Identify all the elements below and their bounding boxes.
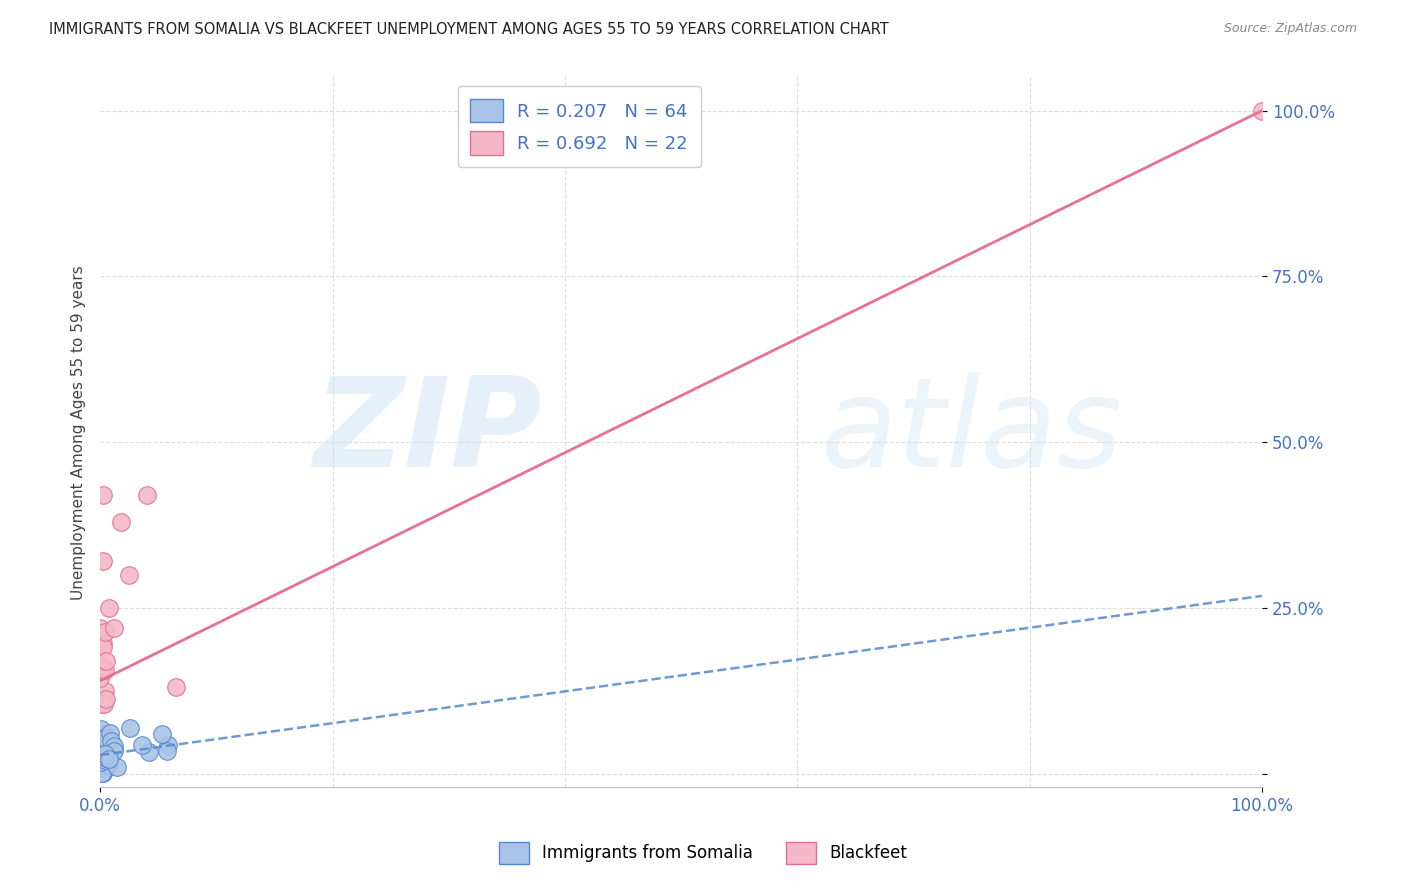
Point [138,746,160,760]
Text: Source: ZipAtlas.com: Source: ZipAtlas.com [1223,22,1357,36]
Point [89,621,111,635]
Text: atlas: atlas [821,372,1122,492]
Point [94,729,117,743]
Point [131,738,153,752]
Point [89,765,111,780]
Point [91,554,114,568]
Point [93,731,115,745]
Point [91,743,114,757]
Point [91,754,114,768]
Point [91,743,114,757]
Point [93,749,115,764]
Point [89,671,111,685]
Point [103,621,125,635]
Legend: R = 0.207   N = 64, R = 0.692   N = 22: R = 0.207 N = 64, R = 0.692 N = 22 [458,87,700,167]
Point [90,765,112,780]
Point [90,753,112,767]
Point [94,739,117,754]
Point [91,752,114,766]
Point [97,751,120,765]
Point [156,738,179,752]
Point [118,567,141,582]
Point [90,756,112,771]
Y-axis label: Unemployment Among Ages 55 to 59 years: Unemployment Among Ages 55 to 59 years [72,265,86,599]
Point [91,765,114,780]
Point [94,663,117,677]
Point [98,726,121,740]
Point [93,758,115,772]
Point [94,691,117,706]
Point [110,515,132,529]
Legend: Immigrants from Somalia, Blackfeet: Immigrants from Somalia, Blackfeet [492,836,914,871]
Point [93,727,115,741]
Point [94,751,117,765]
Point [96,737,118,751]
Point [93,750,115,764]
Point [89,748,111,763]
Point [90,756,112,770]
Point [91,732,114,747]
Point [94,757,117,772]
Point [94,743,117,757]
Point [103,743,125,757]
Point [89,751,111,765]
Point [91,730,114,744]
Point [93,737,115,751]
Point [91,731,114,745]
Point [96,739,118,754]
Point [94,625,117,640]
Point [94,753,117,767]
Point [94,747,117,762]
Point [96,751,118,765]
Point [97,745,120,759]
Point [1251,103,1274,118]
Point [91,751,114,765]
Point [165,681,187,695]
Point [98,600,121,615]
Point [135,488,157,502]
Point [91,663,114,677]
Point [91,488,114,502]
Point [94,744,117,758]
Point [93,750,115,764]
Point [93,739,115,753]
Point [91,640,114,654]
Point [97,752,120,766]
Point [156,744,179,758]
Point [100,733,122,747]
Point [90,761,112,775]
Point [150,727,173,741]
Point [94,751,117,765]
Point [94,683,117,698]
Point [90,743,112,757]
Point [91,749,114,764]
Text: IMMIGRANTS FROM SOMALIA VS BLACKFEET UNEMPLOYMENT AMONG AGES 55 TO 59 YEARS CORR: IMMIGRANTS FROM SOMALIA VS BLACKFEET UNE… [49,22,889,37]
Point [94,762,117,776]
Point [89,756,111,770]
Point [94,748,117,763]
Point [97,758,120,772]
Point [90,722,112,736]
Point [103,742,125,756]
Point [90,741,112,756]
Point [94,654,117,668]
Point [93,697,115,711]
Point [91,740,114,755]
Point [103,739,125,753]
Point [94,747,117,761]
Point [91,731,114,745]
Point [93,762,115,776]
Point [118,721,141,735]
Point [90,697,112,711]
Point [105,759,128,773]
Point [91,636,114,650]
Text: ZIP: ZIP [314,372,541,492]
Point [91,659,114,673]
